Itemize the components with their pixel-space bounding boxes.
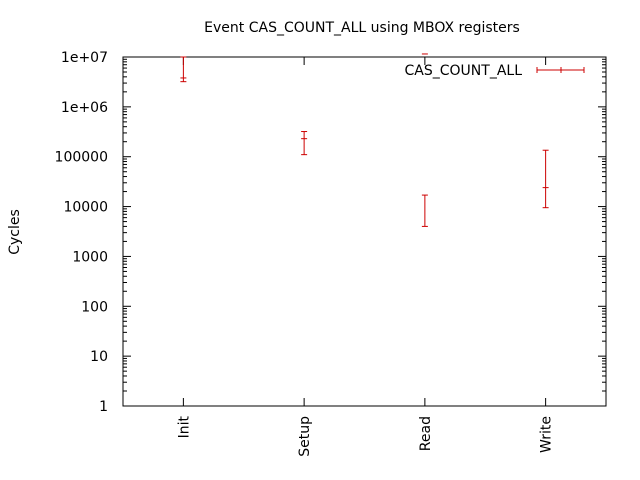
y-tick-label: 1e+07 [61, 50, 108, 66]
y-tick-label: 10000 [63, 200, 108, 216]
error-bar-point [542, 149, 549, 209]
x-axis-ticks: Init Setup Read Write [176, 57, 555, 457]
y-tick-label: 100000 [55, 150, 108, 166]
x-tick-label: Init [176, 415, 192, 438]
chart-title: Event CAS_COUNT_ALL using MBOX registers [204, 20, 520, 36]
y-tick-label: 1 [99, 399, 108, 415]
y-tick-label: 100 [81, 299, 108, 315]
legend-sample-errorbar [536, 67, 585, 73]
x-tick-label: Write [539, 416, 555, 453]
legend-entry-label: CAS_COUNT_ALL [405, 63, 523, 79]
x-tick-label: Setup [297, 416, 313, 457]
y-axis-label: Cycles [7, 209, 23, 255]
y-tick-label: 1000 [72, 249, 108, 265]
y-tick-label: 1e+06 [61, 100, 108, 116]
y-axis-ticks: 1 10 100 1000 10000 100000 1e+06 1e+07 [55, 50, 606, 415]
y-tick-label: 10 [90, 349, 108, 365]
error-bar-point [180, 56, 187, 83]
x-tick-label: Read [418, 416, 434, 451]
legend: CAS_COUNT_ALL [405, 63, 585, 79]
plot-frame [122, 56, 607, 407]
error-bar-point [301, 131, 308, 156]
error-bar-point [421, 53, 428, 227]
error-bar-series [180, 53, 549, 227]
